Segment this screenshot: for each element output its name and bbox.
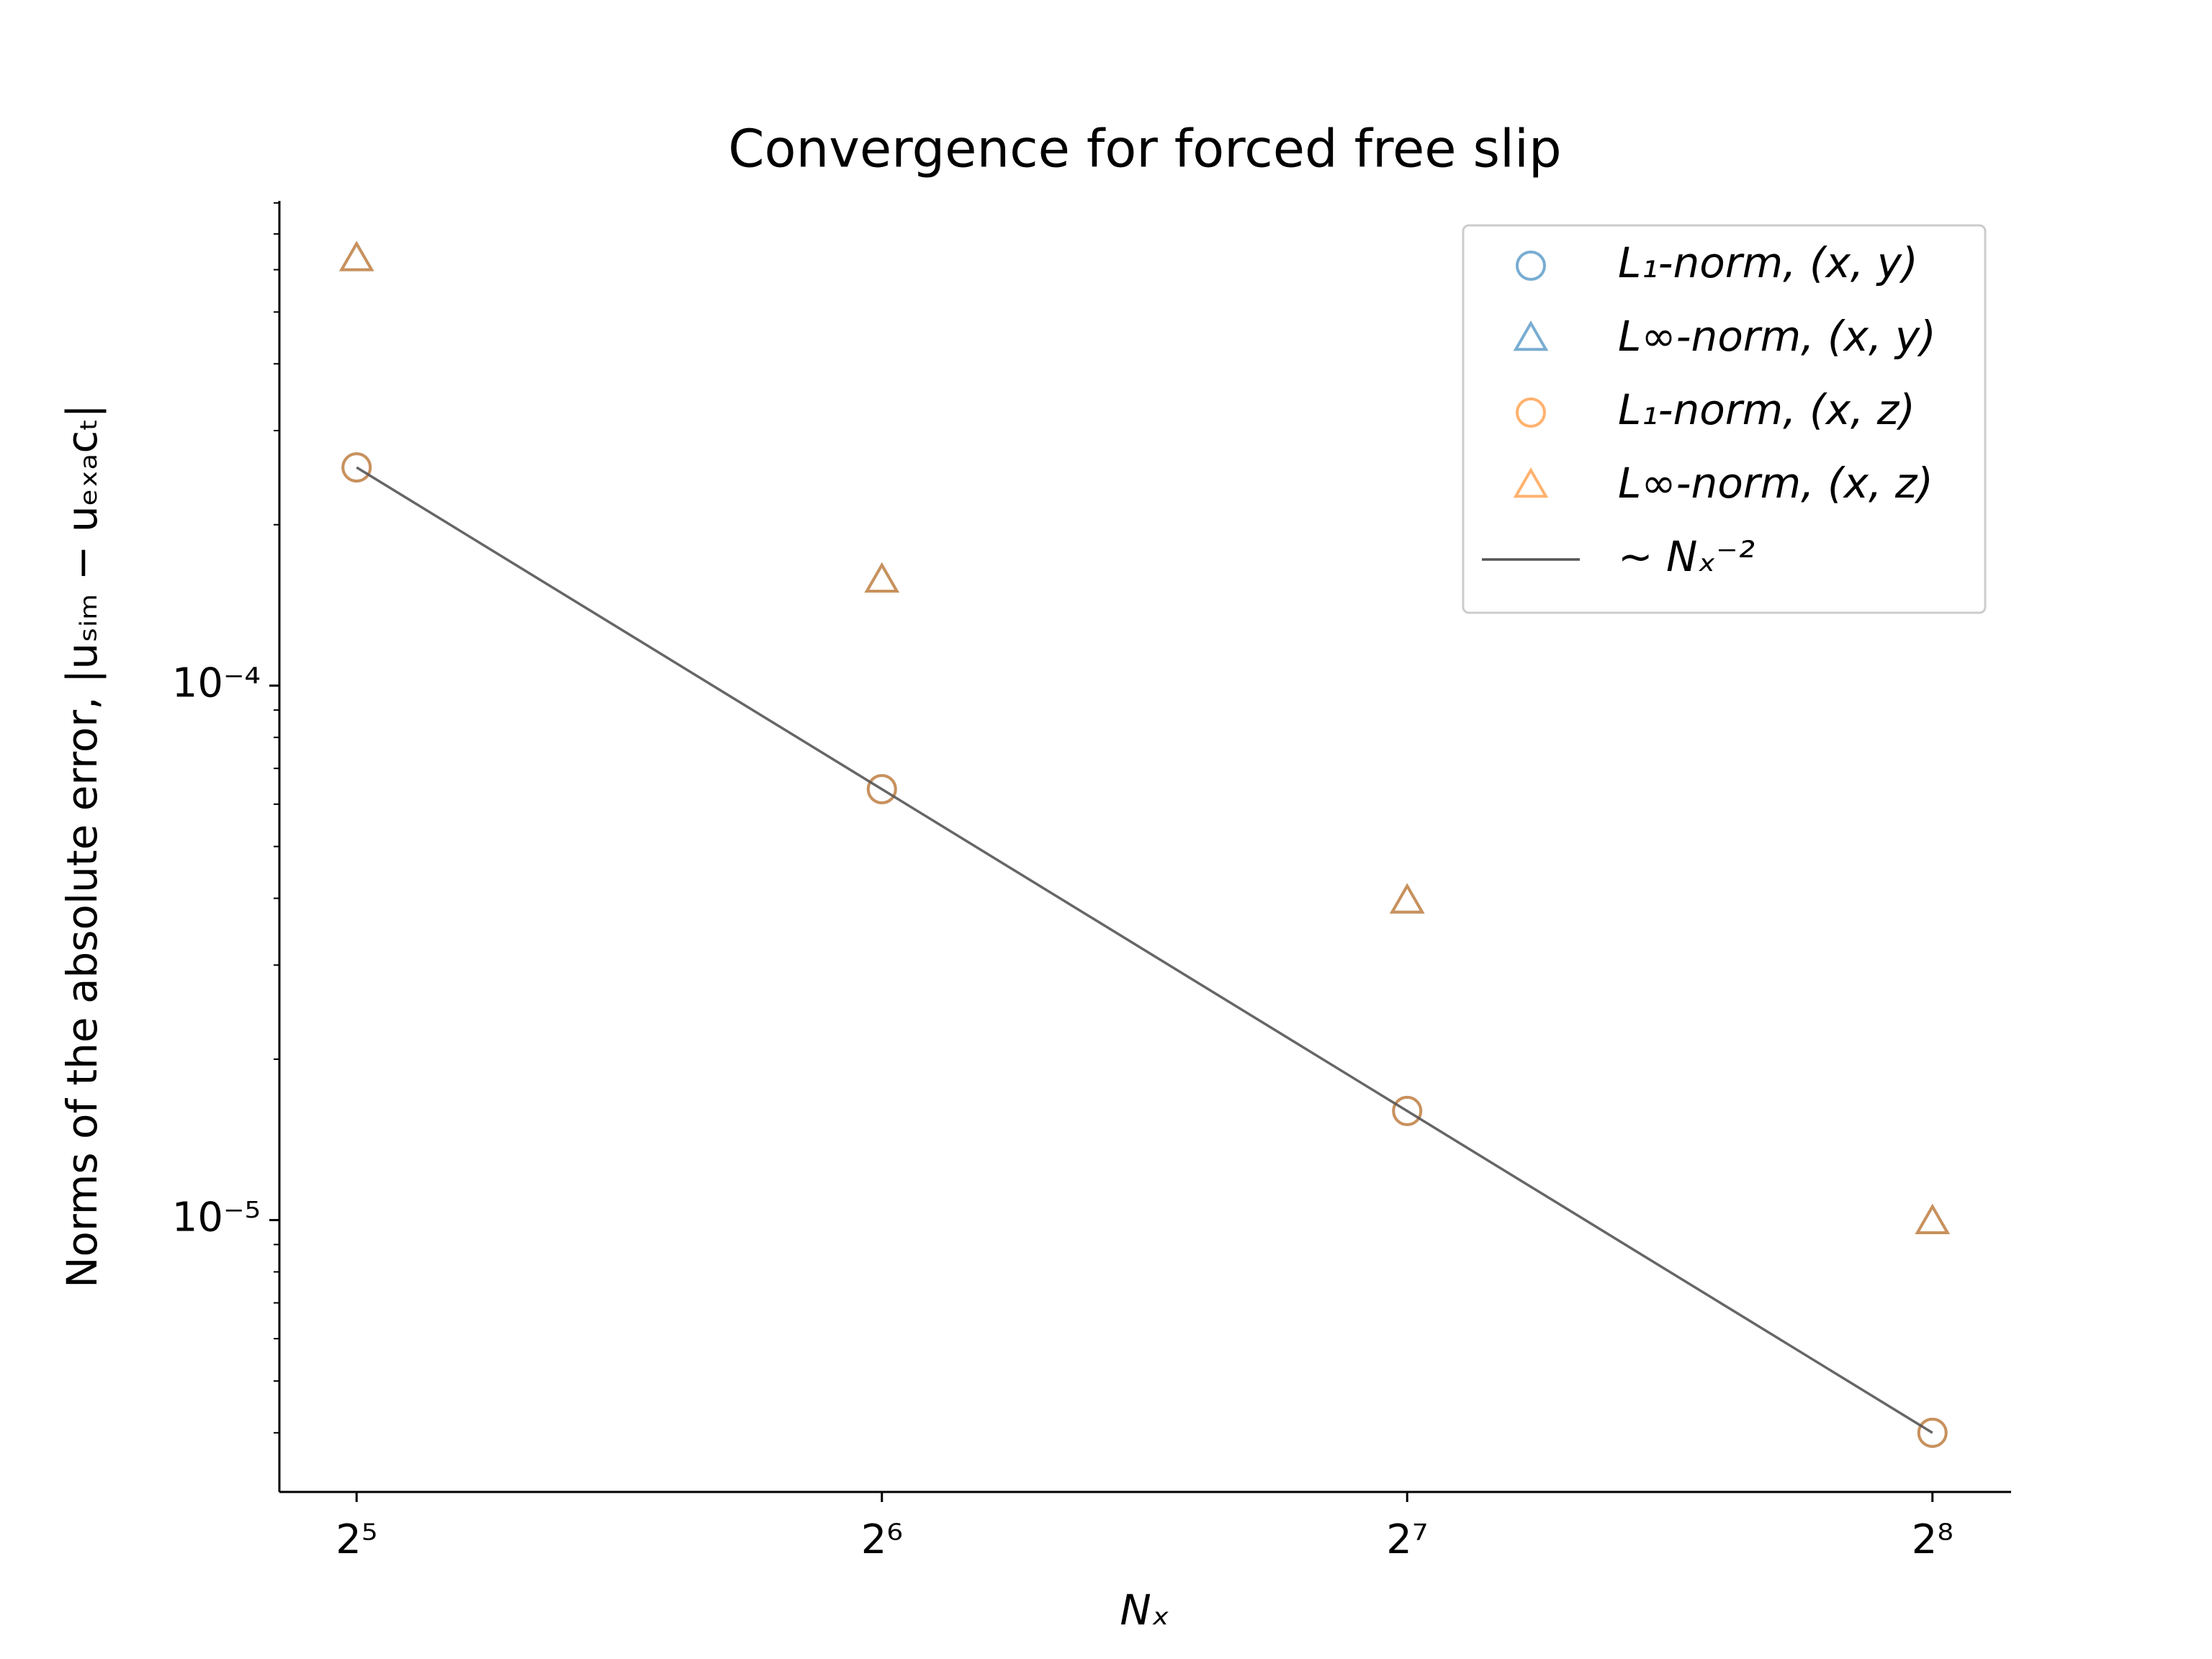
chart-title: Convergence for forced free slip	[728, 119, 1561, 179]
marker	[1915, 1203, 1951, 1234]
legend-marker	[1516, 397, 1546, 428]
x-tick-label: 2⁸	[1912, 1516, 1954, 1563]
x-axis-label: Nₓ	[1120, 1586, 1169, 1635]
x-tick-label: 2⁶	[861, 1516, 903, 1563]
marker	[1917, 1417, 1948, 1448]
marker	[864, 562, 900, 593]
legend-label: L₁-norm, (x, z)	[1618, 385, 1915, 434]
y-tick-label: 10⁻⁴	[172, 660, 261, 706]
marker	[338, 240, 374, 271]
marker	[866, 774, 897, 805]
legend-label: L∞-norm, (x, z)	[1618, 459, 1933, 508]
x-tick-label: 2⁷	[1386, 1516, 1428, 1563]
legend-marker	[1516, 251, 1546, 281]
legend-label: L∞-norm, (x, y)	[1618, 312, 1936, 361]
marker	[1389, 883, 1425, 914]
legend-label: L₁-norm, (x, y)	[1618, 238, 1918, 287]
marker	[341, 452, 372, 483]
legend-marker	[1513, 467, 1549, 498]
x-tick-label: 2⁵	[336, 1516, 377, 1563]
y-tick-label: 10⁻⁵	[172, 1195, 261, 1241]
legend-label: ~ Nₓ⁻²	[1618, 532, 1755, 581]
legend-marker	[1513, 320, 1549, 351]
trend-line	[356, 466, 1933, 1434]
y-axis-label: Norms of the absolute error, |uₛᵢₘ − uₑₓ…	[58, 404, 107, 1288]
legend-box	[1462, 224, 1987, 614]
marker	[1392, 1095, 1423, 1126]
